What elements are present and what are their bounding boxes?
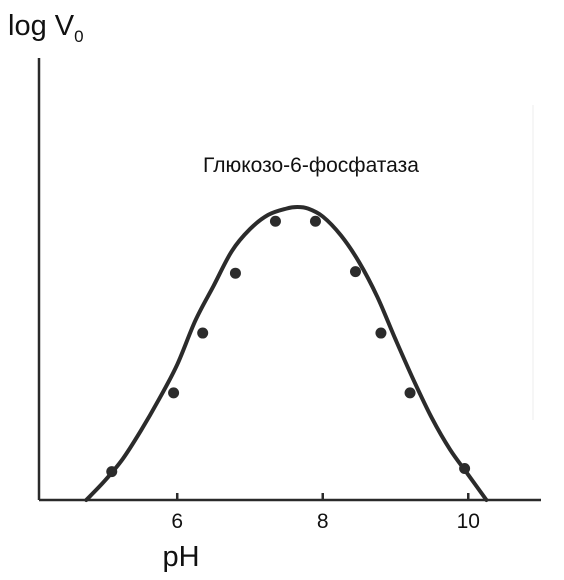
y-axis-label: log V0 (8, 10, 84, 46)
x-tick-label-10: 10 (457, 510, 480, 533)
data-point (459, 463, 471, 474)
data-point (168, 387, 180, 399)
x-tick-label-8: 8 (317, 510, 329, 533)
data-point (375, 327, 387, 339)
data-point (309, 215, 321, 227)
data-point (404, 387, 416, 399)
x-axis-label: pH (162, 541, 199, 573)
data-point (106, 466, 118, 478)
series-line (84, 205, 489, 502)
x-tick-labels: 6 8 10 (171, 510, 480, 533)
x-ticks (175, 493, 470, 500)
data-point (349, 266, 361, 278)
data-point (229, 267, 241, 279)
data-point (269, 215, 281, 227)
data-points (106, 215, 471, 478)
data-point (197, 327, 209, 339)
y-axis-label-main: log V (8, 10, 75, 42)
x-tick-label-6: 6 (171, 510, 183, 533)
y-axis-label-subscript: 0 (74, 27, 83, 46)
curve-annotation: Глюкозо-6-фосфатаза (203, 154, 419, 177)
